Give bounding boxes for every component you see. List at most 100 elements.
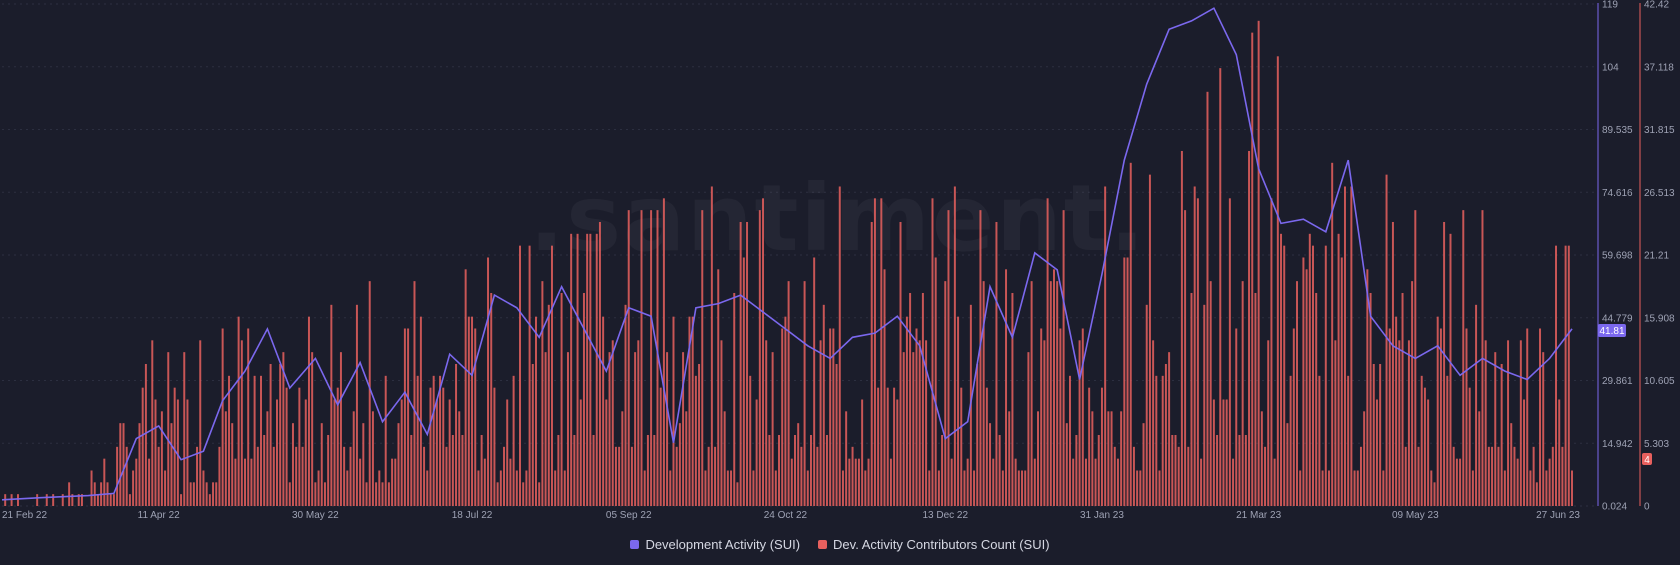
contributors-bar <box>797 423 800 506</box>
contributors-bar <box>733 292 736 506</box>
contributors-bar <box>621 411 624 506</box>
contributors-bar <box>1388 328 1391 506</box>
contributors-bar <box>1548 458 1551 506</box>
contributors-bar <box>154 399 157 506</box>
contributors-bar <box>1180 150 1183 506</box>
contributors-bar <box>256 446 259 506</box>
contributors-bar <box>1225 399 1228 506</box>
right-axis-tick-label: 31.815 <box>1644 125 1675 136</box>
contributors-bar <box>432 375 435 506</box>
contributors-bar <box>755 399 758 506</box>
contributors-bar <box>36 494 39 506</box>
contributors-bar <box>260 375 262 506</box>
contributors-bar <box>365 482 368 506</box>
contributors-bar <box>566 352 569 506</box>
contributors-bar <box>1555 245 1558 506</box>
contributors-bar <box>272 446 275 506</box>
contributors-bar <box>710 186 713 507</box>
contributors-bar <box>349 446 352 506</box>
contributors-bar <box>125 446 128 506</box>
contributors-bar <box>794 434 796 506</box>
contributors-bar <box>218 446 221 506</box>
contributors-bar <box>1084 458 1087 506</box>
contributors-bar <box>918 340 921 506</box>
legend-item-contributors-count[interactable]: Dev. Activity Contributors Count (SUI) <box>818 537 1050 552</box>
contributors-bar <box>576 233 579 506</box>
contributors-bar <box>1423 387 1426 506</box>
contributors-bar <box>653 434 656 506</box>
contributors-bar <box>672 316 675 506</box>
contributors-bar <box>925 340 928 506</box>
contributors-bar <box>1343 186 1346 507</box>
contributors-bar <box>1235 328 1238 506</box>
contributors-bar <box>829 328 832 506</box>
contributors-bar <box>1037 411 1039 506</box>
contributors-bar <box>1491 446 1494 506</box>
contributors-bar <box>1024 470 1027 506</box>
contributors-bar <box>1443 221 1446 506</box>
contributors-bar <box>870 221 873 506</box>
contributors-bar <box>694 375 697 506</box>
right-axis-tick-label: 10.605 <box>1644 376 1675 387</box>
contributors-bar <box>164 470 167 506</box>
contributors-bar <box>714 446 717 506</box>
contributors-bar <box>1308 233 1311 506</box>
contributors-bar <box>1411 281 1414 506</box>
contributors-bar <box>455 363 458 506</box>
contributors-bar <box>541 281 544 506</box>
contributors-bar <box>116 446 119 506</box>
legend-item-development-activity[interactable]: Development Activity (SUI) <box>630 537 800 552</box>
contributors-bar <box>320 423 323 506</box>
contributors-bar <box>1510 423 1513 506</box>
contributors-bar <box>279 363 282 506</box>
contributors-bar <box>128 494 131 506</box>
contributors-bar <box>1407 340 1410 506</box>
contributors-bar <box>845 411 848 506</box>
contributors-bar <box>947 210 950 506</box>
contributors-bar <box>141 387 144 506</box>
contributors-bar <box>228 375 231 506</box>
contributors-bar <box>208 494 211 506</box>
contributors-bar <box>857 458 860 506</box>
contributors-bar <box>205 482 208 506</box>
contributors-bar <box>998 434 1001 506</box>
contributors-bar <box>1283 245 1286 506</box>
contributors-bar <box>1017 470 1020 506</box>
x-axis-tick-label: 18 Jul 22 <box>452 510 493 521</box>
contributors-bar <box>1203 304 1206 506</box>
contributors-bar <box>1097 434 1100 506</box>
left-axis-tick-label: 119 <box>1602 0 1618 11</box>
contributors-bar <box>921 292 924 506</box>
contributors-bar <box>1315 292 1318 506</box>
left-axis-tick-label: 74.616 <box>1602 188 1633 199</box>
contributors-bar <box>1452 446 1455 506</box>
contributors-bar <box>1398 340 1401 506</box>
contributors-bar <box>1139 470 1142 506</box>
contributors-bar <box>1078 340 1081 506</box>
contributors-bar <box>275 399 278 506</box>
contributors-bar <box>1145 304 1148 506</box>
contributors-bar <box>1302 257 1305 506</box>
contributors-bar <box>61 494 64 506</box>
contributors-bar <box>1193 186 1196 507</box>
contributors-bar <box>586 233 589 506</box>
contributors-bar <box>1420 375 1423 506</box>
contributors-bar <box>119 423 122 506</box>
x-axis-tick-label: 13 Dec 22 <box>922 510 968 521</box>
contributors-bar <box>212 482 215 506</box>
contributors-bar <box>535 316 537 506</box>
contributors-bar <box>371 411 374 506</box>
contributors-bar <box>311 352 314 506</box>
contributors-bar <box>589 233 592 506</box>
contributors-bar <box>1395 316 1398 506</box>
contributors-bar <box>1507 340 1510 506</box>
contributors-bar <box>707 446 710 506</box>
contributors-bar <box>474 328 477 506</box>
x-axis-tick-label: 30 May 22 <box>292 510 339 521</box>
contributors-bar <box>109 494 112 506</box>
contributors-bar <box>832 328 835 506</box>
contributors-bar <box>1075 434 1078 506</box>
contributors-bar <box>167 352 170 506</box>
contributors-bar <box>346 470 349 506</box>
contributors-bar <box>499 470 502 506</box>
